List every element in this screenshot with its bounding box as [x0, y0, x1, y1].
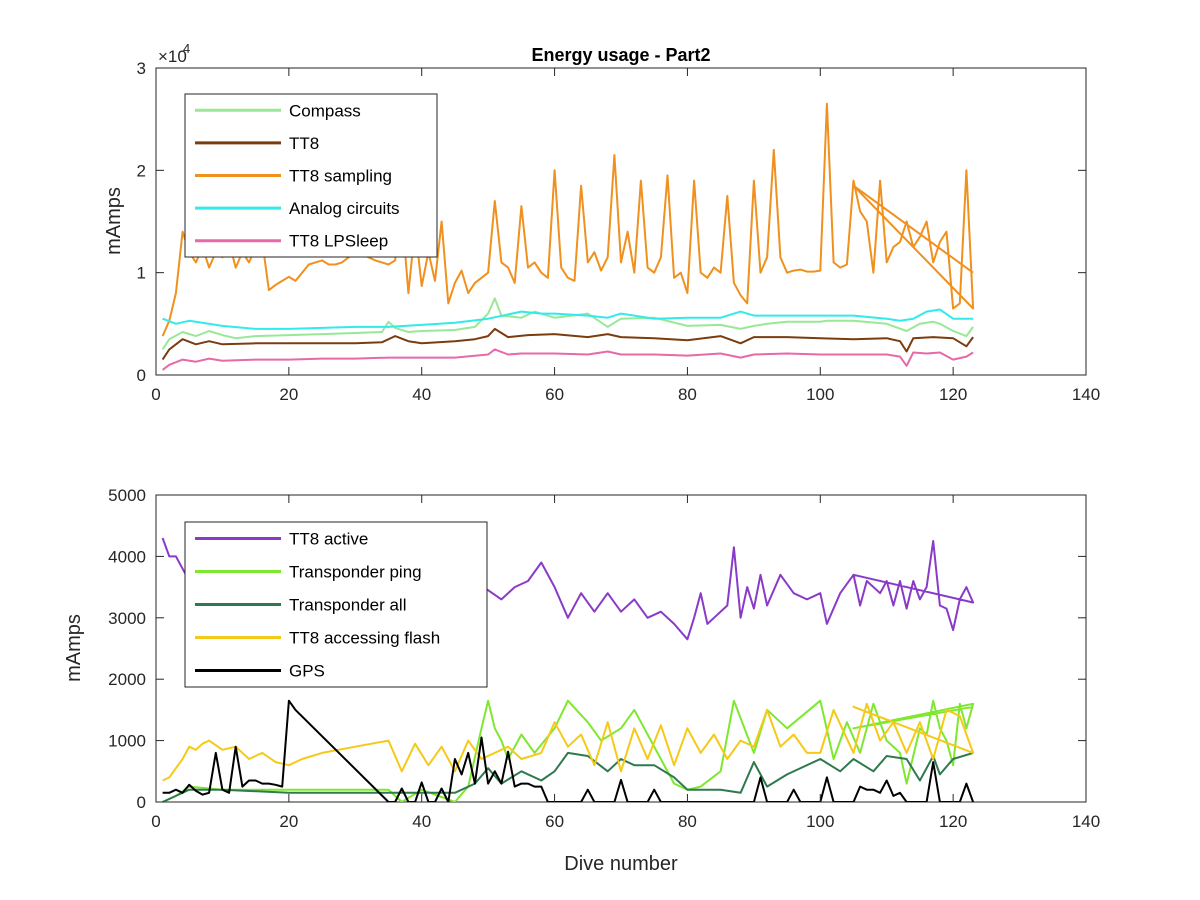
top-legend-label-tt8-lpsleep: TT8 LPSleep: [289, 232, 388, 251]
bottom-y-tick-label: 1000: [108, 732, 146, 751]
bottom-y-axis-label: mAmps: [63, 614, 85, 682]
top-y-tick-label: 0: [137, 366, 146, 385]
bottom-x-axis-label: Dive number: [564, 853, 678, 875]
top-series-group: [161, 102, 975, 371]
svg-text:×10: ×10: [158, 47, 187, 66]
bottom-y-tick-label: 4000: [108, 547, 146, 566]
top-y-axis: 0 1 2 3: [137, 59, 1086, 385]
bottom-y-axis: 0 1000 2000 3000 4000 5000: [108, 486, 1086, 812]
svg-text:4: 4: [183, 41, 190, 56]
top-series-line-tt8-lpsleep: [161, 348, 974, 371]
bottom-x-tick-label: 60: [545, 812, 564, 831]
top-x-axis: 0 20 40 60 80 100 120 140: [151, 68, 1100, 404]
top-x-tick-label: 100: [806, 385, 834, 404]
bottom-x-tick-label: 20: [279, 812, 298, 831]
top-x-tick-label: 120: [939, 385, 967, 404]
bottom-x-tick-label: 40: [412, 812, 431, 831]
top-legend: Compass TT8 TT8 sampling Analog circuits TT8…: [184, 93, 438, 258]
bottom-series-line-gps: [162, 699, 975, 802]
top-series-line-analog-circuits: [162, 308, 974, 330]
bottom-x-tick-label: 140: [1072, 812, 1100, 831]
top-legend-label-tt8-sampling: TT8 sampling: [289, 167, 392, 186]
bottom-series-group: [161, 537, 975, 802]
bottom-x-tick-label: 100: [806, 812, 834, 831]
bottom-x-axis: 0 20 40 60 80 100 120 140: [151, 495, 1100, 831]
bottom-x-tick-label: 80: [678, 812, 697, 831]
top-legend-label-compass: Compass: [289, 101, 361, 120]
bottom-legend-label-transponder-ping: Transponder ping: [289, 563, 422, 582]
bottom-legend-label-gps: GPS: [289, 662, 325, 681]
bottom-legend-label-transponder-all: Transponder all: [289, 596, 407, 615]
chart-top: 0 20 40 60 80 100 120 140 0 1 2 3 Energy usage - P…: [103, 41, 1100, 404]
top-series-line-compass: [161, 297, 974, 350]
top-x-tick-label: 20: [279, 385, 298, 404]
bottom-legend-label-tt8-accessing-flash: TT8 accessing flash: [289, 629, 440, 648]
top-series-line-tt8-sampling: [161, 102, 975, 337]
top-y-tick-label: 1: [137, 264, 146, 283]
top-y-multiplier: ×10 4: [158, 41, 190, 66]
top-legend-label-tt8: TT8: [289, 134, 319, 153]
top-y-tick-label: 3: [137, 59, 146, 78]
top-y-axis-label: mAmps: [103, 187, 125, 255]
bottom-legend: TT8 active Transponder ping Transponder al…: [184, 521, 488, 688]
top-x-tick-label: 140: [1072, 385, 1100, 404]
top-x-tick-label: 0: [151, 385, 160, 404]
bottom-y-tick-label: 0: [137, 793, 146, 812]
bottom-series-line-tt8-accessing-flash: [162, 702, 975, 782]
bottom-y-tick-label: 5000: [108, 486, 146, 505]
top-x-tick-label: 40: [412, 385, 431, 404]
bottom-y-tick-label: 3000: [108, 609, 146, 628]
chart-title: Energy usage - Part2: [531, 45, 710, 65]
bottom-x-tick-label: 120: [939, 812, 967, 831]
chart-bottom: 0 20 40 60 80 100 120 140 0 1000 2000 3000 4000 5000…: [63, 486, 1100, 875]
top-x-tick-label: 80: [678, 385, 697, 404]
top-y-tick-label: 2: [137, 161, 146, 180]
top-series-line-tt8: [161, 327, 974, 361]
bottom-y-tick-label: 2000: [108, 670, 146, 689]
bottom-x-tick-label: 0: [151, 812, 160, 831]
top-legend-label-analog-circuits: Analog circuits: [289, 199, 400, 218]
top-x-tick-label: 60: [545, 385, 564, 404]
bottom-legend-label-tt8-active: TT8 active: [289, 530, 368, 549]
